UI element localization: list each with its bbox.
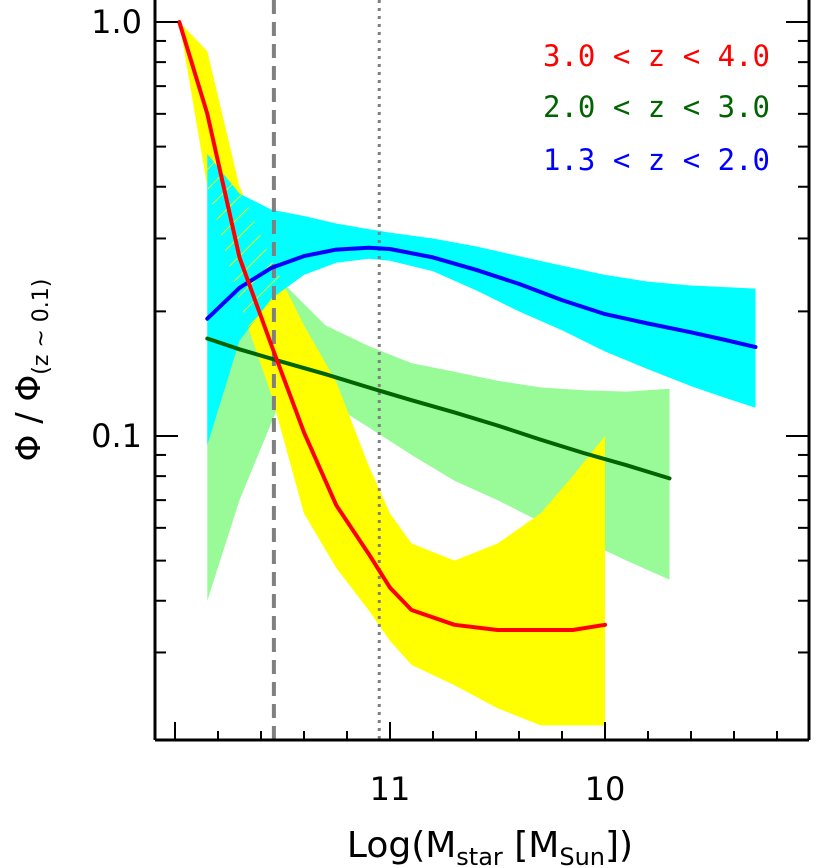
y-title-sub: (z ~ 0.1) (29, 279, 54, 375)
legend-entry-z2-3: 2.0 < z < 3.0 (543, 90, 770, 124)
y-tick-label: 1.0 (91, 3, 142, 41)
legend-entry-z3-4: 3.0 < z < 4.0 (543, 39, 770, 73)
y-tick-label: 0.1 (91, 417, 142, 455)
legend: 3.0 < z < 4.0 2.0 < z < 3.0 1.3 < z < 2.… (543, 39, 770, 177)
x-title-suffix: ]) (605, 825, 633, 866)
series-lines (177, 20, 758, 632)
band-hatch-z3-4 (179, 22, 606, 726)
band-2-0-z-3-0 (207, 129, 670, 601)
x-tick-label: 11 (370, 770, 411, 808)
axes-frame (153, 0, 811, 742)
x-title-middle: [M (503, 825, 560, 866)
x-title-sub-sun: Sun (559, 843, 605, 868)
confidence-bands (179, 22, 756, 726)
y-title-main: Φ / Φ (9, 375, 49, 462)
axis-ticks: 11 10 1.0 0.1 (91, 3, 809, 808)
reference-lines (271, 0, 381, 740)
x-tick-label: 10 (585, 770, 626, 808)
legend-entry-z1p3-2: 1.3 < z < 2.0 (543, 143, 770, 177)
series-line-3-0-z-4-0 (177, 20, 607, 632)
band-1-3-z-2-0 (207, 154, 756, 446)
y-axis-title: Φ / Φ(z ~ 0.1) (9, 279, 54, 462)
x-title-prefix: Log(M (347, 825, 456, 866)
x-axis-title: Log(Mstar [MSun]) (347, 825, 633, 868)
series-line-1-3-z-2-0 (205, 245, 758, 350)
x-title-sub-star: star (456, 843, 503, 868)
